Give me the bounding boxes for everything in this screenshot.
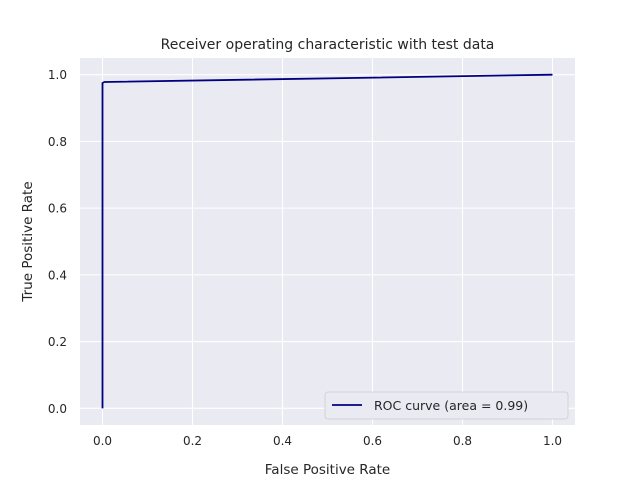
x-tick-label: 0.4 (273, 434, 292, 448)
y-tick-labels: 0.0 0.2 0.4 0.6 0.8 1.0 (48, 68, 67, 416)
x-tick-label: 0.0 (93, 434, 112, 448)
x-tick-label: 0.8 (453, 434, 472, 448)
y-tick-label: 0.0 (48, 402, 67, 416)
y-tick-label: 0.4 (48, 268, 67, 282)
x-tick-label: 0.6 (363, 434, 382, 448)
plot-area (80, 58, 575, 425)
x-tick-label: 0.2 (183, 434, 202, 448)
y-tick-label: 0.8 (48, 135, 67, 149)
y-tick-label: 0.6 (48, 202, 67, 216)
grid (80, 58, 575, 425)
legend: ROC curve (area = 0.99) (324, 391, 569, 420)
roc-curve-line (101, 73, 553, 409)
chart-title: Receiver operating characteristic with t… (161, 37, 495, 53)
y-axis-label: True Positive Rate (20, 181, 36, 302)
x-tick-labels: 0.0 0.2 0.4 0.6 0.8 1.0 (93, 434, 562, 448)
series-layer (101, 73, 553, 409)
y-tick-label: 1.0 (48, 68, 67, 82)
x-axis-label: False Positive Rate (265, 462, 390, 478)
x-tick-label: 1.0 (543, 434, 562, 448)
legend-box (324, 391, 569, 420)
legend-entry-label: ROC curve (area = 0.99) (374, 398, 528, 413)
y-tick-label: 0.2 (48, 335, 67, 349)
